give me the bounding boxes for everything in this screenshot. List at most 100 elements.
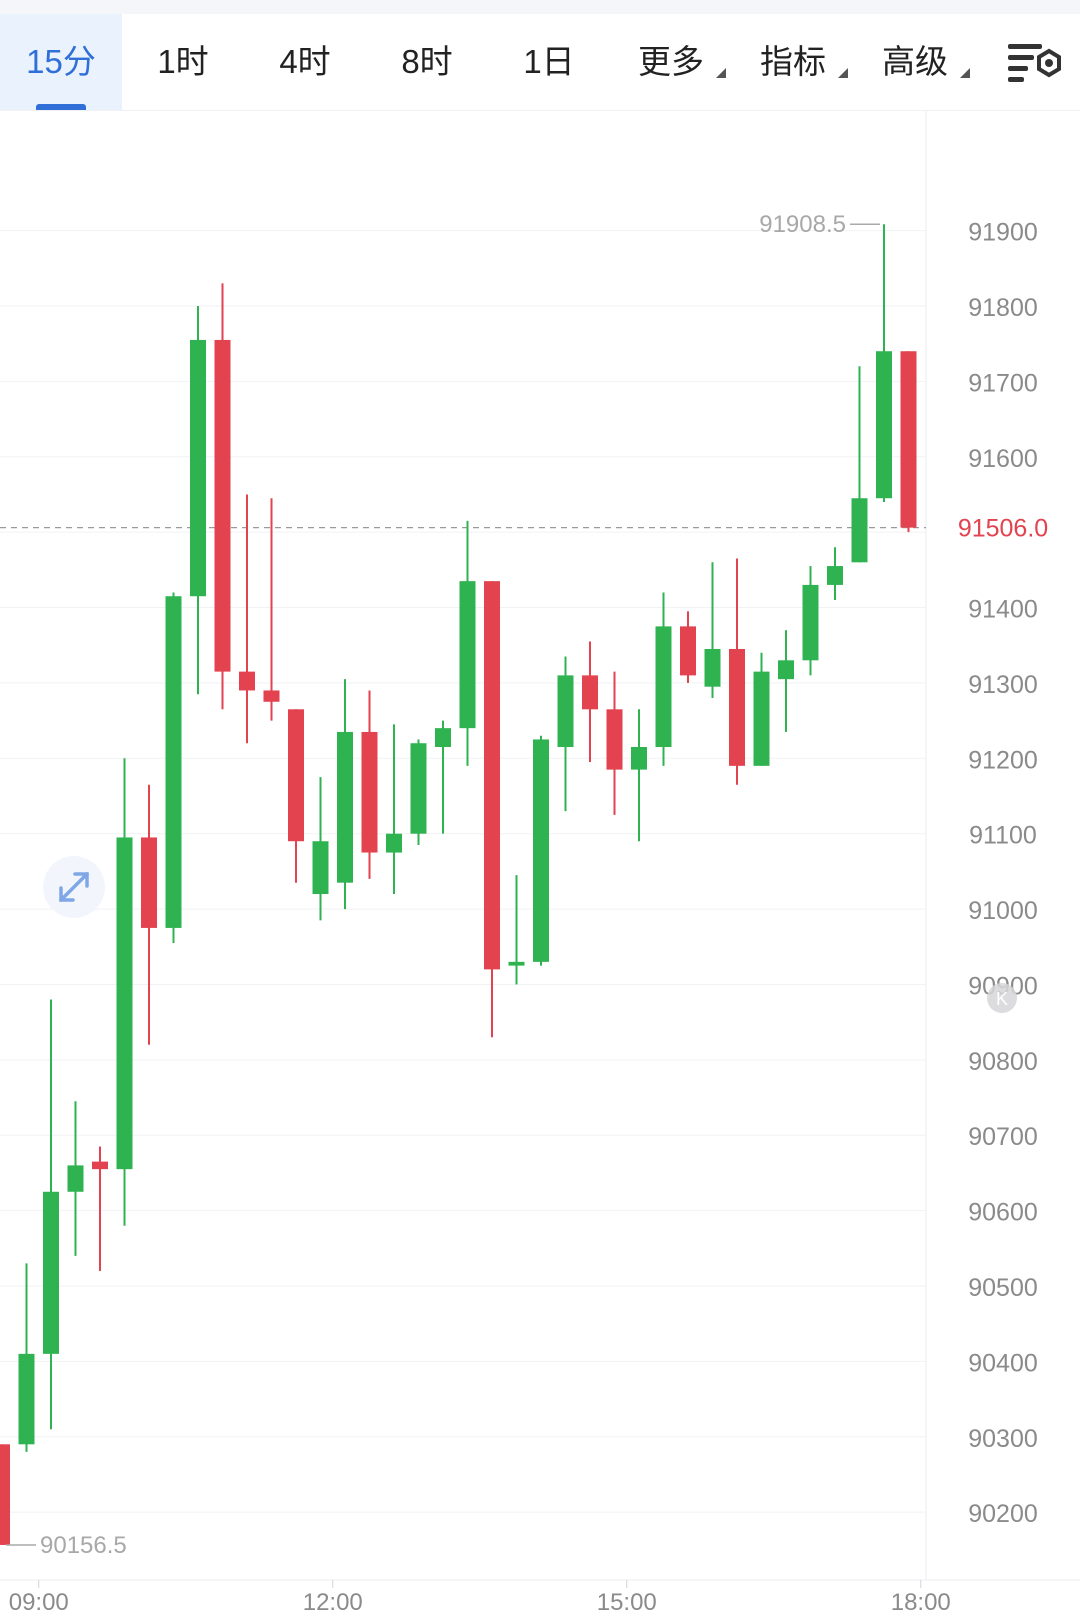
candle-body bbox=[312, 841, 329, 894]
candle bbox=[141, 784, 157, 1045]
candle bbox=[190, 306, 206, 695]
y-tick-label: 90200 bbox=[968, 1500, 1038, 1528]
chart-grid bbox=[0, 110, 1080, 1581]
candle-body bbox=[827, 566, 843, 585]
candle bbox=[704, 562, 721, 698]
candle-body bbox=[680, 626, 696, 676]
candle bbox=[851, 366, 868, 563]
candle bbox=[729, 558, 745, 785]
candle-body bbox=[802, 584, 819, 661]
candle bbox=[92, 1146, 108, 1271]
candle-body bbox=[876, 351, 892, 499]
chart-annotations: 91506.0 91908.5 90156.5 bbox=[6, 211, 1080, 1559]
candle-body bbox=[729, 649, 745, 766]
tab-label: 更多 bbox=[638, 43, 704, 80]
candle-body bbox=[459, 581, 476, 729]
candle-body bbox=[263, 690, 280, 702]
candle-body bbox=[190, 339, 206, 597]
candle bbox=[67, 1101, 84, 1256]
tab-label: 4时 bbox=[279, 43, 331, 80]
dropdown-caret-icon bbox=[960, 68, 970, 78]
candle bbox=[802, 566, 819, 676]
candlestick-chart[interactable]: 91900 91800 91700 91600 91400 91300 91200 91100… bbox=[0, 110, 1080, 1616]
y-tick-label: 90500 bbox=[968, 1274, 1038, 1302]
candle-body bbox=[508, 961, 525, 966]
candle bbox=[582, 641, 598, 763]
x-axis-labels: 09:00 12:00 15:00 18:00 bbox=[9, 1580, 951, 1616]
y-tick-label: 91300 bbox=[968, 671, 1038, 699]
candle-body bbox=[900, 351, 917, 528]
timeframe-toolbar: 15分 1时 4时 8时 1日 更多 指标 高级 bbox=[0, 14, 1080, 111]
tab-label: 高级 bbox=[882, 43, 948, 80]
tab-label: 指标 bbox=[760, 43, 826, 80]
tab-label: 8时 bbox=[401, 43, 453, 80]
candle-body bbox=[557, 675, 574, 747]
candle-body bbox=[18, 1353, 35, 1445]
tab-label: 1时 bbox=[157, 43, 209, 80]
y-tick-label: 90600 bbox=[968, 1199, 1038, 1227]
chart-settings-icon bbox=[1008, 44, 1061, 82]
k-badge-bg bbox=[987, 983, 1017, 1013]
candle bbox=[312, 777, 329, 921]
tab-5[interactable]: 更多 bbox=[610, 14, 732, 110]
candle bbox=[361, 690, 378, 879]
candle bbox=[606, 671, 623, 815]
candle bbox=[239, 494, 255, 744]
candle-body bbox=[753, 671, 770, 766]
candle-body bbox=[0, 1444, 10, 1545]
candle bbox=[165, 592, 182, 943]
dropdown-caret-icon bbox=[716, 68, 726, 78]
candle-body bbox=[582, 675, 598, 710]
tab-7[interactable]: 高级 bbox=[854, 14, 976, 110]
y-tick-label: 91200 bbox=[968, 746, 1038, 774]
chart-settings-button[interactable] bbox=[1002, 14, 1066, 110]
candle-body bbox=[704, 649, 721, 687]
candle bbox=[778, 630, 794, 732]
candle bbox=[0, 1444, 10, 1545]
tab-3[interactable]: 8时 bbox=[366, 14, 488, 110]
candle-body bbox=[410, 743, 427, 834]
k-badge[interactable]: K bbox=[987, 983, 1017, 1013]
candle-body bbox=[288, 709, 304, 842]
candle-body bbox=[165, 596, 182, 928]
candle bbox=[680, 611, 696, 683]
expand-chart-button[interactable] bbox=[43, 856, 105, 918]
y-tick-label: 91400 bbox=[968, 596, 1038, 624]
candle-series bbox=[0, 224, 917, 1545]
y-tick-label: 91700 bbox=[968, 369, 1038, 397]
tab-1[interactable]: 1时 bbox=[122, 14, 244, 110]
candle bbox=[900, 351, 917, 533]
candle-body bbox=[606, 709, 623, 770]
candle bbox=[827, 547, 843, 600]
x-tick-label: 15:00 bbox=[597, 1589, 657, 1616]
candle-body bbox=[655, 626, 672, 747]
candle-body bbox=[214, 339, 231, 672]
y-tick-label: 90700 bbox=[968, 1123, 1038, 1151]
tab-6[interactable]: 指标 bbox=[732, 14, 854, 110]
tab-label: 15分 bbox=[26, 43, 96, 80]
candle-body bbox=[484, 581, 500, 970]
tab-2[interactable]: 4时 bbox=[244, 14, 366, 110]
candle bbox=[753, 652, 770, 766]
top-status-strip bbox=[0, 0, 1080, 14]
y-tick-label: 90400 bbox=[968, 1349, 1038, 1377]
candle bbox=[655, 592, 672, 766]
k-badge-icon: K bbox=[996, 989, 1008, 1009]
x-tick-label: 12:00 bbox=[303, 1589, 363, 1616]
y-axis-labels: 91900 91800 91700 91600 91400 91300 91200 91100… bbox=[968, 219, 1038, 1529]
tab-0[interactable]: 15分 bbox=[0, 14, 122, 110]
candle-body bbox=[43, 1191, 59, 1354]
candle-body bbox=[361, 731, 378, 853]
current-price-label: 91506.0 bbox=[958, 515, 1048, 543]
y-tick-label: 91600 bbox=[968, 445, 1038, 473]
tab-4[interactable]: 1日 bbox=[488, 14, 610, 110]
candle-body bbox=[141, 837, 157, 928]
candle bbox=[484, 581, 500, 1038]
y-tick-label: 90800 bbox=[968, 1048, 1038, 1076]
candle bbox=[459, 520, 476, 766]
max-price-label: 91908.5 bbox=[759, 211, 846, 238]
candle-body bbox=[533, 739, 549, 962]
candle-body bbox=[386, 833, 402, 853]
candle bbox=[557, 656, 574, 812]
y-tick-label: 91100 bbox=[969, 822, 1037, 850]
